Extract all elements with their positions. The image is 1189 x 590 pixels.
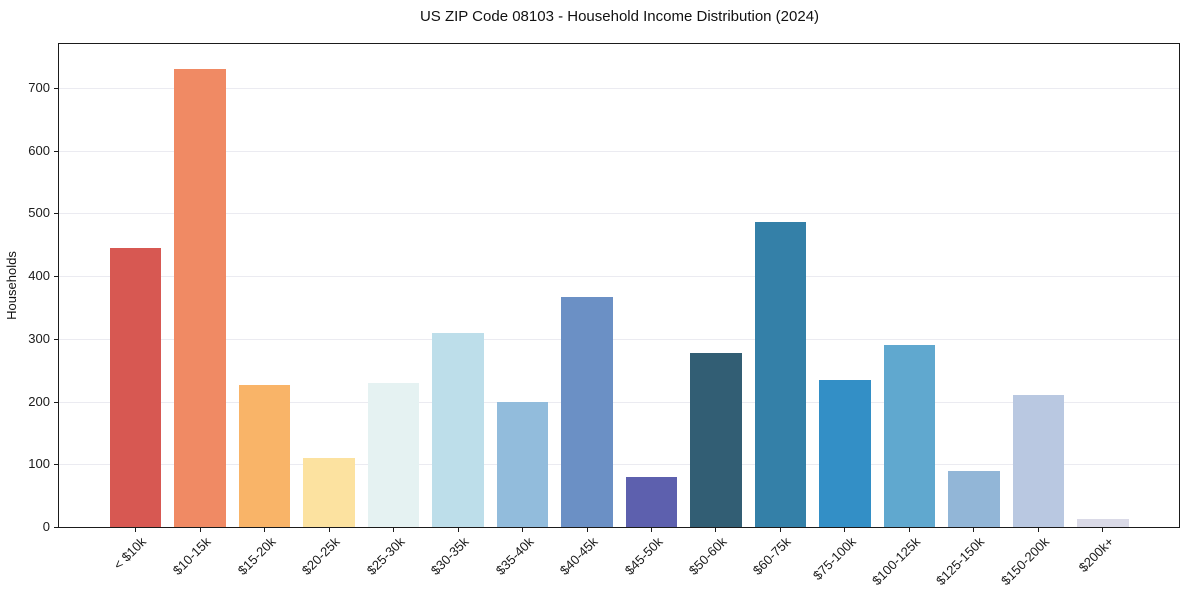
- x-tick-label-text: $150-200k: [997, 534, 1052, 589]
- x-tick-label-text: $60-75k: [750, 534, 794, 578]
- x-tick-label-text: < $10k: [110, 534, 150, 573]
- y-tick-label: 400: [28, 268, 50, 284]
- bar: [367, 382, 420, 527]
- gridline-y-200: [59, 401, 1179, 403]
- gridline-y-100: [59, 464, 1179, 466]
- gridline-y-300: [59, 338, 1179, 340]
- y-axis-title: Households: [2, 44, 20, 527]
- y-tick-mark: [54, 150, 58, 152]
- gridline-y-700: [59, 87, 1179, 89]
- y-tick-label: 200: [28, 393, 50, 409]
- bar: [625, 476, 678, 527]
- x-tick-label-text: $50-60k: [685, 534, 730, 578]
- x-tick-mark: [522, 527, 523, 532]
- x-tick-label-text: $100-125k: [868, 534, 923, 589]
- x-tick-label-text: $15-20k: [234, 534, 279, 578]
- x-tick-label-text: $10-15k: [169, 534, 214, 578]
- bar: [819, 380, 871, 527]
- bar: [109, 247, 162, 527]
- x-tick-mark: [973, 527, 975, 532]
- y-tick-mark: [54, 276, 58, 278]
- bar: [303, 458, 355, 527]
- bar: [432, 332, 484, 527]
- x-tick-label-text: $75-100k: [809, 534, 859, 583]
- x-tick-mark: [779, 527, 781, 532]
- x-tick-mark: [715, 527, 717, 532]
- y-tick-mark: [54, 527, 58, 528]
- bar: [948, 470, 1000, 527]
- bar: [496, 401, 549, 527]
- bar: [883, 345, 936, 527]
- bar: [174, 69, 226, 527]
- y-tick-mark: [54, 464, 58, 466]
- y-axis-title-text: Households: [3, 251, 19, 320]
- x-tick-label-text: $25-30k: [363, 534, 408, 578]
- bar: [690, 353, 742, 527]
- x-tick-mark: [844, 527, 846, 532]
- x-tick-mark: [1037, 527, 1039, 532]
- y-tick-label: 300: [28, 330, 50, 346]
- plot-area: 0 100 200 300 400 500 600 700 < $10k $10-15k $15-2…: [28, 43, 1180, 588]
- y-tick-mark: [54, 213, 58, 215]
- x-tick-mark: [264, 527, 266, 532]
- y-tick-label: 700: [28, 79, 50, 95]
- bar: [238, 384, 291, 527]
- bar: [561, 296, 613, 527]
- y-tick-label: 0: [42, 519, 50, 534]
- y-tick-mark: [54, 338, 58, 340]
- x-tick-mark: [586, 527, 588, 532]
- x-tick-mark: [651, 527, 652, 532]
- bar: [1077, 518, 1129, 527]
- gridline-y-500: [59, 213, 1179, 215]
- x-tick-mark: [135, 527, 137, 532]
- y-tick-mark: [54, 401, 58, 403]
- y-tick-label: 100: [28, 456, 50, 472]
- gridline-y-600: [59, 150, 1179, 152]
- x-tick-label-text: $45-50k: [621, 534, 666, 578]
- x-tick-label-text: $125-150k: [933, 534, 988, 589]
- x-tick-mark: [457, 527, 459, 532]
- x-tick-label-text: $200k+: [1075, 534, 1117, 576]
- y-tick-label: 500: [28, 205, 50, 221]
- bar: [1012, 395, 1065, 527]
- bar: [754, 222, 807, 527]
- x-tick-label-text: $40-45k: [556, 534, 601, 578]
- gridline-y-400: [59, 276, 1179, 278]
- y-tick-mark: [54, 87, 58, 89]
- x-tick-label-text: $30-35k: [427, 534, 472, 578]
- chart-title: US ZIP Code 08103 - Household Income Dis…: [419, 8, 820, 25]
- x-tick-mark: [1102, 527, 1104, 532]
- x-tick-mark: [393, 527, 395, 532]
- x-tick-mark: [908, 527, 910, 532]
- x-tick-mark: [199, 527, 201, 532]
- x-tick-label-text: $20-25k: [298, 534, 343, 578]
- y-tick-label: 600: [28, 142, 50, 158]
- x-tick-label-text: $35-40k: [492, 534, 537, 578]
- x-tick-mark: [328, 527, 330, 532]
